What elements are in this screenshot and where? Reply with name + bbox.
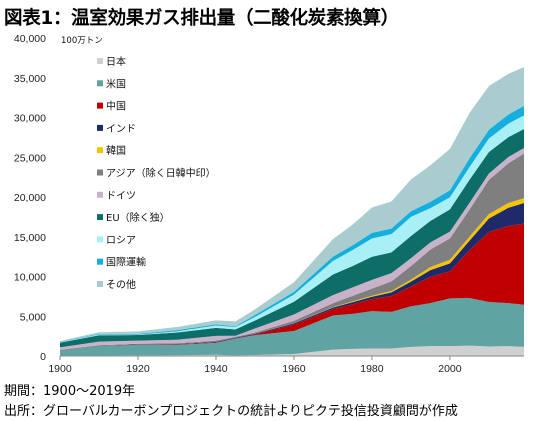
x-tick-label: 1940 [204,363,228,375]
legend-label: EU（除く独） [106,211,170,224]
legend-label: 韓国 [106,145,126,157]
legend-label: ロシア [106,235,136,246]
legend-label: 中国 [106,100,126,113]
area-series-5 [60,153,524,350]
y-tick-label: 0 [40,351,46,363]
x-tick-label: 1920 [126,363,150,375]
y-tick-label: 25,000 [14,152,46,164]
area-series-1 [60,297,524,356]
y-tick-label: 15,000 [14,232,46,244]
source-note: 出所：グローバルカーボンプロジェクトの統計よりピクテ投信投資顧問が作成 [4,404,458,419]
legend-swatch [97,258,103,265]
legend-swatch [97,191,103,198]
area-series-7 [60,128,524,348]
area-series-9 [60,105,524,343]
legend-swatch [97,80,103,87]
legend-swatch [97,147,103,154]
axes-group: 0 5,000 10,000 15,000 20,000 25,000 30,000 35,0… [14,33,524,375]
area-series-2 [60,223,524,351]
legend-swatch [97,124,103,131]
y-tick-label: 5,000 [20,311,46,323]
x-tick-label: 2000 [438,363,462,375]
y-tick-label: 30,000 [14,113,46,125]
x-tick-label: 1900 [48,363,72,375]
y-tick-label: 10,000 [14,272,46,284]
legend-swatch [97,102,103,109]
x-tick-label: 1960 [282,363,306,375]
legend-swatch [97,281,103,287]
legend-label: 国際運輸 [106,256,146,269]
legend-swatch [97,236,103,243]
legend-label: 米国 [106,77,126,90]
y-tick-label: 40,000 [14,33,46,45]
x-tick-label: 1980 [360,363,384,375]
chart-title: 図表1：温室効果ガス排出量（二酸化炭素換算） [4,8,399,29]
legend-label: ドイツ [106,191,136,202]
y-unit-label: 100万トン [61,36,103,46]
y-tick-label: 20,000 [14,192,46,204]
legend-swatch [97,214,103,221]
area-series-3 [60,202,524,351]
legend-label: その他 [106,278,136,291]
legend-label: インド [106,124,136,135]
area-series-8 [60,115,524,343]
area-series-10 [60,66,524,342]
legend-swatch [97,58,103,64]
y-tick-label: 35,000 [14,73,46,85]
legend-swatch [97,169,103,176]
area-series-group [60,66,524,356]
area-series-6 [60,148,524,350]
area-series-0 [60,345,524,356]
legend-label: アジア（除く日韓中印） [106,167,216,180]
period-note: 期間：1900～2019年 [4,384,136,399]
legend-label: 日本 [106,55,126,68]
